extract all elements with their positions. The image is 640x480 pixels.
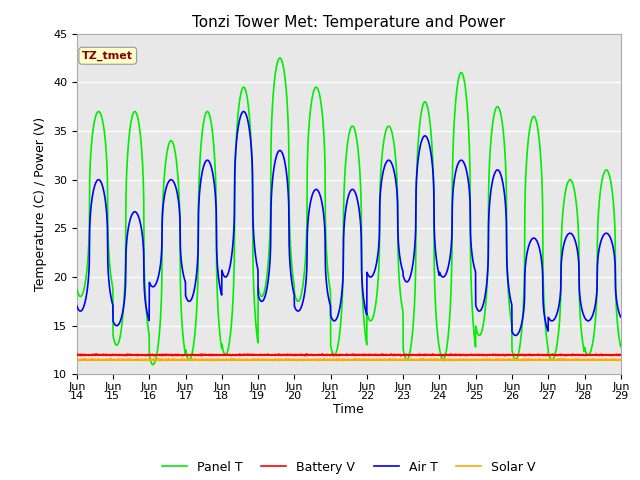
Panel T (617, 344, 625, 349)
Panel T (282, 82, 289, 87)
Solar V (282, 358, 290, 363)
Panel T (73, 286, 81, 292)
Battery V (548, 352, 556, 358)
Air T (512, 333, 520, 338)
Solar V (135, 357, 143, 363)
Y-axis label: Temperature (C) / Power (V): Temperature (C) / Power (V) (35, 117, 47, 291)
Battery V (617, 352, 625, 358)
Line: Battery V: Battery V (77, 354, 621, 356)
Solar V (617, 357, 625, 362)
Air T (607, 235, 614, 240)
Air T (282, 163, 289, 169)
Panel T (149, 362, 157, 368)
Line: Air T: Air T (77, 111, 621, 336)
Title: Tonzi Tower Met: Temperature and Power: Tonzi Tower Met: Temperature and Power (192, 15, 506, 30)
Solar V (305, 357, 313, 363)
Air T (73, 303, 81, 309)
Panel T (135, 120, 143, 126)
Battery V (305, 352, 313, 358)
Solar V (168, 357, 175, 362)
Battery V (264, 351, 272, 357)
Line: Solar V: Solar V (77, 359, 621, 361)
Panel T (276, 55, 284, 61)
X-axis label: Time: Time (333, 403, 364, 416)
Battery V (135, 352, 143, 358)
Solar V (73, 357, 81, 362)
Legend: Panel T, Battery V, Air T, Solar V: Panel T, Battery V, Air T, Solar V (157, 456, 541, 479)
Battery V (73, 351, 81, 357)
Panel T (168, 138, 175, 144)
Battery V (167, 352, 175, 358)
Battery V (282, 352, 289, 358)
Panel T (607, 176, 614, 182)
Solar V (209, 358, 217, 364)
Air T (240, 108, 248, 114)
Solar V (548, 357, 556, 363)
Line: Panel T: Panel T (77, 58, 621, 365)
Air T (167, 177, 175, 182)
Battery V (439, 353, 447, 359)
Solar V (94, 356, 102, 361)
Air T (617, 314, 625, 320)
Panel T (548, 357, 556, 363)
Solar V (607, 357, 614, 363)
Air T (305, 208, 313, 214)
Panel T (305, 120, 313, 125)
Air T (135, 215, 143, 220)
Air T (548, 318, 556, 324)
Text: TZ_tmet: TZ_tmet (82, 51, 133, 61)
Battery V (607, 352, 614, 358)
